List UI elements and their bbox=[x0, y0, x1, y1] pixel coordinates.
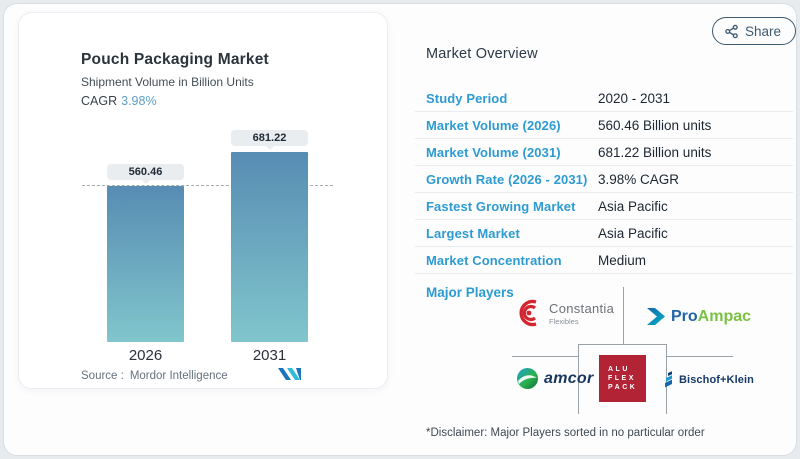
chart-title: Pouch Packaging Market bbox=[81, 51, 269, 68]
chart-subtitle: Shipment Volume in Billion Units bbox=[81, 75, 254, 89]
proampac-ampac-text: Ampac bbox=[697, 307, 752, 325]
share-icon bbox=[725, 24, 738, 38]
constantia-wordmark: Constantia bbox=[549, 300, 615, 316]
x-axis-label-2031: 2031 bbox=[252, 347, 287, 364]
alu-line: ALU bbox=[608, 365, 630, 373]
major-players-label: Major Players bbox=[426, 285, 514, 300]
amcor-wordmark: amcor bbox=[544, 369, 594, 387]
share-button-label: Share bbox=[745, 23, 782, 39]
table-row: Market Concentration Medium bbox=[415, 247, 793, 274]
table-row: Market Volume (2031) 681.22 Billion unit… bbox=[415, 139, 793, 166]
amcor-logo[interactable]: amcor bbox=[516, 367, 594, 390]
bar-2026[interactable] bbox=[107, 186, 184, 342]
data-label-2026: 560.46 bbox=[107, 164, 184, 184]
cagr-label: CAGR bbox=[81, 94, 118, 108]
label-notch bbox=[141, 180, 150, 184]
panel-heading: Market Overview bbox=[426, 46, 538, 62]
label-notch bbox=[265, 146, 274, 150]
cagr-value: 3.98% bbox=[121, 94, 157, 108]
chart-card: Pouch Packaging Market Shipment Volume i… bbox=[18, 12, 388, 389]
row-label: Largest Market bbox=[426, 225, 520, 241]
row-value: 2020 - 2031 bbox=[598, 90, 671, 106]
row-label: Market Concentration bbox=[426, 252, 562, 268]
table-row: Market Volume (2026) 560.46 Billion unit… bbox=[415, 112, 793, 139]
row-label: Fastest Growing Market bbox=[426, 198, 576, 214]
table-row: Growth Rate (2026 - 2031) 3.98% CAGR bbox=[415, 166, 793, 193]
table-row: Largest Market Asia Pacific bbox=[415, 220, 793, 247]
alu-line: PACK bbox=[608, 383, 638, 391]
row-value: 681.22 Billion units bbox=[598, 144, 712, 160]
table-row: Study Period 2020 - 2031 bbox=[415, 85, 793, 112]
table-row: Fastest Growing Market Asia Pacific bbox=[415, 193, 793, 220]
source-attribution: Source : Mordor Intelligence bbox=[81, 370, 228, 382]
amcor-globe-icon bbox=[517, 368, 538, 389]
bar-2031[interactable] bbox=[231, 152, 308, 342]
bar-chart-plot: 560.46 681.22 bbox=[82, 130, 333, 342]
disclaimer-text: *Disclaimer: Major Players sorted in no … bbox=[426, 427, 705, 439]
row-label: Growth Rate (2026 - 2031) bbox=[426, 171, 588, 187]
bischof-klein-logo[interactable]: Bischof+Klein bbox=[663, 371, 754, 388]
constantia-flexibles-text: Flexibles bbox=[549, 316, 579, 326]
bischof-klein-wordmark: Bischof+Klein bbox=[679, 373, 754, 386]
x-axis-label-2026: 2026 bbox=[128, 347, 163, 364]
alu-line: FLEX bbox=[608, 374, 636, 382]
chart-cagr: CAGR 3.98% bbox=[81, 94, 157, 108]
players-grid-right-line bbox=[667, 356, 733, 357]
aluflexpack-logo[interactable]: ALU FLEX PACK bbox=[599, 355, 646, 402]
bischof-klein-icon bbox=[665, 371, 672, 388]
source-name: Mordor Intelligence bbox=[129, 370, 228, 382]
row-value: 560.46 Billion units bbox=[598, 117, 712, 133]
constantia-flexibles-logo[interactable]: Constantia Flexibles bbox=[514, 297, 614, 329]
proampac-chevron-icon bbox=[647, 308, 665, 325]
row-value: 3.98% CAGR bbox=[598, 171, 680, 187]
overview-table: Study Period 2020 - 2031 Market Volume (… bbox=[415, 85, 793, 274]
row-label: Market Volume (2026) bbox=[426, 117, 561, 133]
row-value: Medium bbox=[598, 252, 647, 268]
share-button[interactable]: Share bbox=[712, 17, 797, 45]
row-value: Asia Pacific bbox=[598, 198, 668, 214]
source-label: Source : bbox=[81, 370, 124, 382]
proampac-logo[interactable]: ProAmpac bbox=[646, 306, 751, 327]
data-label-2031: 681.22 bbox=[231, 130, 308, 150]
reference-line bbox=[82, 185, 333, 186]
players-grid-vertical-line bbox=[623, 287, 624, 344]
constantia-swirl-icon bbox=[519, 299, 537, 327]
row-label: Market Volume (2031) bbox=[426, 144, 561, 160]
mordor-intelligence-logo-icon bbox=[278, 368, 301, 380]
players-grid-left-line bbox=[512, 356, 578, 357]
row-label: Study Period bbox=[426, 90, 508, 106]
row-value: Asia Pacific bbox=[598, 225, 668, 241]
proampac-pro-text: Pro bbox=[671, 307, 698, 325]
